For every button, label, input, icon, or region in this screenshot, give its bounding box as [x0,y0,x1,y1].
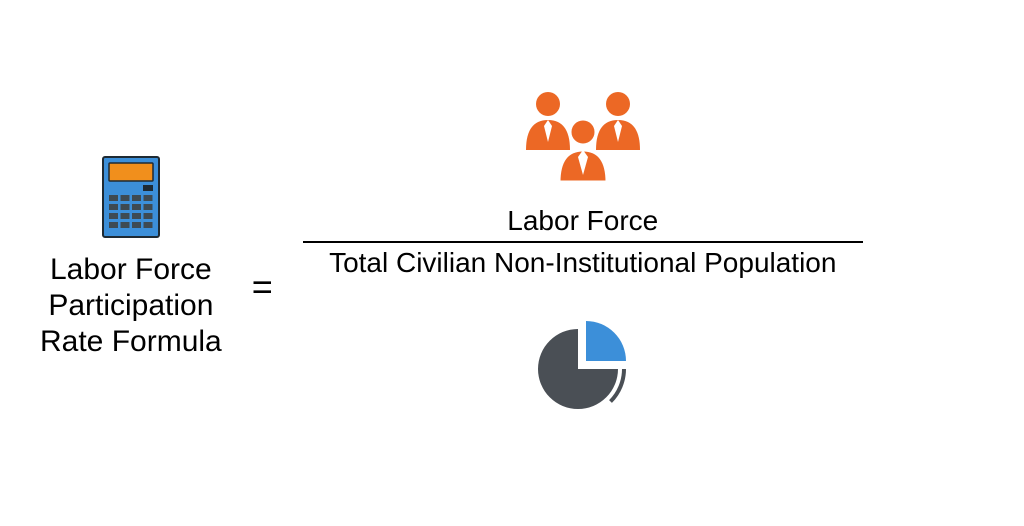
formula-name: Labor Force Participation Rate Formula [40,252,222,360]
pie-chart-icon [528,319,638,424]
formula-name-line3: Rate Formula [40,324,222,360]
calculator-icon [99,155,163,244]
formula-left-side: Labor Force Participation Rate Formula [40,155,222,360]
formula-name-line2: Participation [40,288,222,324]
formula-right-side: Labor Force Total Civilian Non-Instituti… [303,90,863,424]
formula-name-line1: Labor Force [40,252,222,288]
equals-sign: = [242,266,283,308]
denominator: Total Civilian Non-Institutional Populat… [329,243,836,279]
formula-container: Labor Force Participation Rate Formula = [40,90,863,424]
people-icon [508,90,658,195]
fraction: Labor Force Total Civilian Non-Instituti… [303,205,863,279]
numerator: Labor Force [507,205,658,241]
